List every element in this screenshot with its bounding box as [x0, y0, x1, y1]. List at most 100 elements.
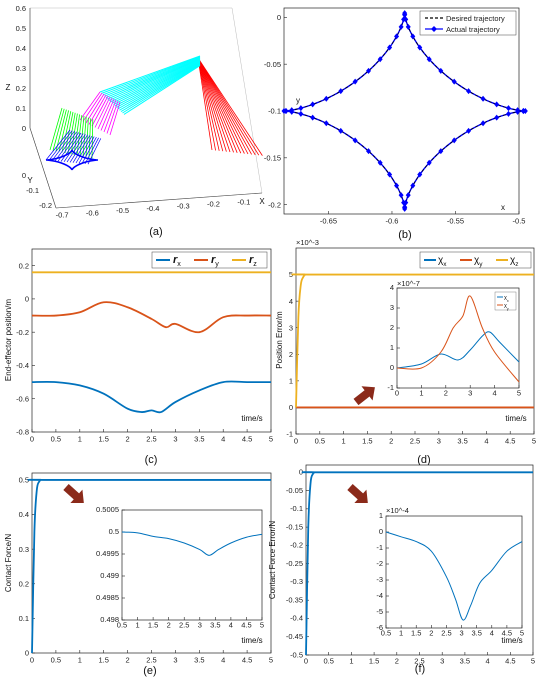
inset-chix-line	[396, 331, 520, 369]
cyan-link-line	[113, 60, 201, 106]
x-axis-label: x	[501, 203, 505, 212]
inset-y-tick-label: 0	[390, 363, 394, 372]
trajectory-marker	[398, 192, 404, 199]
inset-y-exponent: ×10^-4	[386, 506, 409, 515]
caption-d: (d)	[417, 454, 430, 466]
legend-chiz-label: χz	[510, 255, 519, 268]
inset-x-tick-label: 0	[395, 389, 399, 398]
x-tick-label: 2.5	[146, 435, 156, 444]
inset-x-tick-label: 4	[229, 621, 233, 630]
trajectory-marker	[310, 101, 316, 108]
z-tick-label: 0	[22, 124, 26, 133]
blue-link-line	[69, 134, 88, 163]
y-tick-label: -0.5	[290, 650, 303, 659]
inset-y-tick-label: 2	[390, 323, 394, 332]
trajectory-marker	[398, 23, 404, 30]
blue-link-line	[60, 132, 82, 162]
red-link-line	[197, 57, 245, 154]
magenta-link-line	[100, 98, 115, 131]
y-tick-label: 0	[277, 13, 281, 22]
x-tick-label: -0.2	[207, 200, 220, 209]
trajectory-marker	[310, 114, 316, 121]
green-link-line	[67, 112, 76, 154]
z-tick-label: 0.5	[16, 24, 26, 33]
green-link-line	[88, 118, 91, 158]
inset-x-tick-label: 3.5	[471, 629, 481, 638]
inset-x-tick-label: 1	[399, 629, 403, 638]
y-tick-label: 0	[25, 649, 29, 658]
y-axis-label: y	[296, 96, 300, 105]
blue-link-line	[75, 135, 93, 164]
cyan-link-line	[111, 60, 201, 104]
y-tick-label: 0	[289, 403, 293, 412]
inset-x-tick-label: 2	[167, 621, 171, 630]
green-link-line	[79, 115, 85, 157]
inset-x-tick-label: 0.5	[381, 629, 391, 638]
caption-a: (a)	[149, 226, 162, 238]
trajectory-marker	[417, 171, 423, 178]
blue-link-line	[63, 133, 84, 162]
inset-x-tick-label: 5	[517, 389, 521, 398]
trajectory-marker	[401, 16, 407, 23]
green-link-line	[52, 108, 65, 151]
inset-y-tick-label: 1	[390, 343, 394, 352]
inset-y-tick-label: -1	[376, 543, 383, 552]
x-tick-label: 3	[173, 435, 177, 444]
inset-y-tick-label: -2	[376, 559, 383, 568]
blue-star-path	[45, 149, 99, 171]
x-tick-label: 5	[269, 656, 273, 665]
trajectory-marker	[494, 101, 500, 108]
inset-x-tick-label: 3	[459, 629, 463, 638]
trajectory-marker	[394, 33, 400, 40]
y-tick-label: -0.4	[290, 614, 303, 623]
y-tick-label: 0	[25, 295, 29, 304]
y-tick-label: -0.6	[16, 394, 29, 403]
series-rx-line	[31, 380, 271, 414]
trajectory-marker	[480, 120, 486, 127]
x-tick-label: 0.5	[51, 435, 61, 444]
inset-x-tick-label: 2.5	[179, 621, 189, 630]
green-link-line	[49, 107, 63, 151]
plot-area	[31, 248, 272, 433]
trajectory-marker	[417, 44, 423, 51]
x-tick-label: 0	[304, 657, 308, 666]
magenta-link-line	[82, 92, 103, 122]
trajectory-marker	[438, 148, 444, 155]
trajectory-marker	[352, 137, 358, 144]
trajectory-marker	[289, 108, 295, 115]
plot-area	[283, 7, 520, 215]
inset-x-tick-label: 4.5	[502, 629, 512, 638]
y-tick-label: -0.35	[286, 595, 303, 604]
magenta-link-line	[79, 91, 101, 121]
legend-chiy-label: χy	[474, 255, 483, 268]
magenta-link-line	[88, 94, 107, 125]
inset-plot-area	[121, 509, 263, 621]
inset-x-tick-label: 3	[468, 389, 472, 398]
inset-contact-force-error-line	[385, 531, 523, 621]
inset-chiy-line	[396, 295, 520, 383]
y-tick-label: 0.2	[19, 579, 29, 588]
x-tick-label: 2	[126, 656, 130, 665]
x-axis	[55, 192, 263, 209]
legend-box	[151, 251, 268, 269]
x-tick-label: 4	[221, 656, 225, 665]
red-link-line	[197, 57, 238, 153]
x-tick-label: -0.5	[513, 217, 526, 226]
inset-y-tick-label: -1	[387, 383, 394, 392]
trajectory-marker	[298, 110, 304, 117]
red-link-line	[197, 57, 260, 156]
z-tick-label: 0.4	[16, 44, 26, 53]
inset-y-tick-label: 4	[390, 283, 394, 292]
x-tick-label: 4.5	[505, 657, 515, 666]
cyan-link-line	[116, 62, 201, 108]
panel-d: 0 0.5 1 1.5 2 2.5 3 3.5 4 4.5 5-1012345×10^-3time/…	[275, 238, 536, 466]
inset-x-tick-label: 1	[419, 389, 423, 398]
inset-x-tick-label: 1.5	[148, 621, 158, 630]
x-tick-label: 2.5	[146, 656, 156, 665]
y-tick-label: -0.8	[16, 428, 29, 437]
x-tick-label: 3	[173, 656, 177, 665]
x-axis-label: time/s	[241, 636, 262, 645]
x-tick-label: -0.65	[320, 217, 337, 226]
inset-y-exponent: ×10^-7	[397, 279, 420, 288]
